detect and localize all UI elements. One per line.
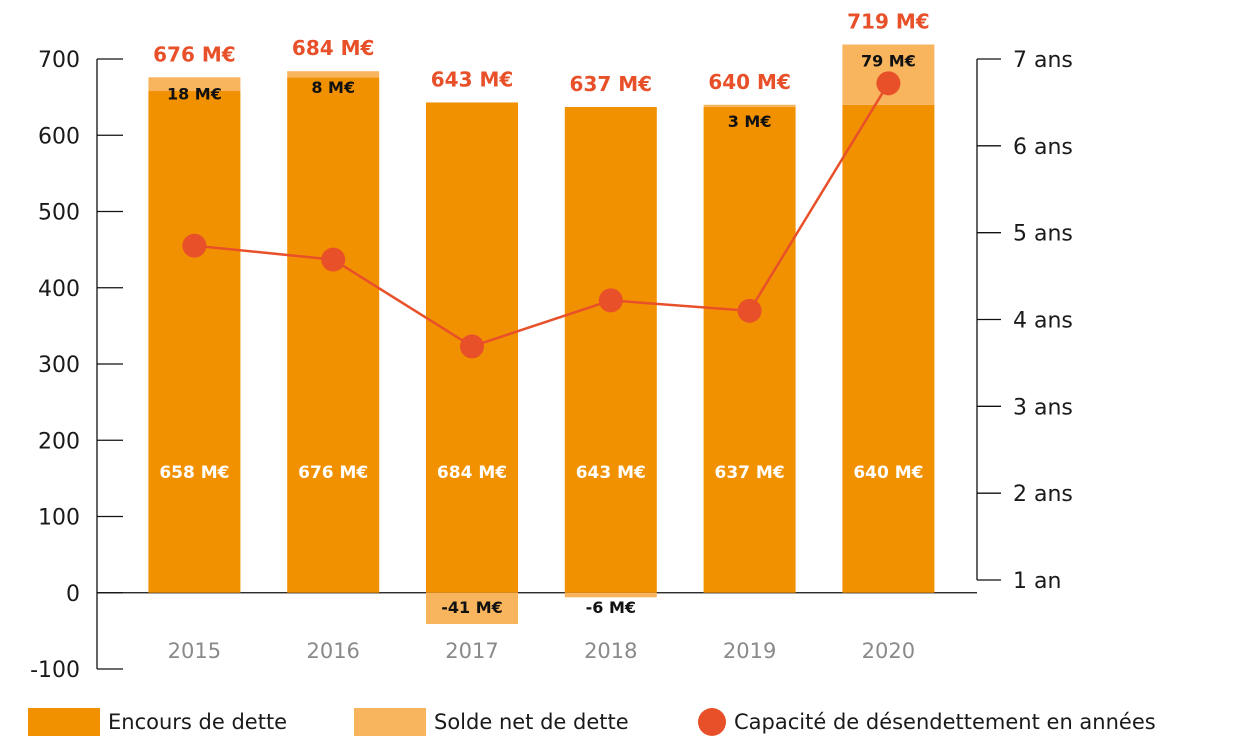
bar-solde-2018	[564, 592, 657, 598]
x-tick-label-2016: 2016	[306, 639, 359, 663]
capacity-line	[194, 82, 890, 348]
legend-label-solde: Solde net de dette	[434, 710, 629, 734]
encours-label-2019: 637 M€	[715, 463, 785, 483]
legend-dot-capacite	[698, 708, 726, 736]
capacity-point-2015	[182, 233, 207, 258]
x-tick-label-2020: 2020	[862, 639, 915, 663]
capacity-point-2016	[321, 247, 346, 272]
legend-swatch-encours	[28, 708, 100, 736]
left-tick-label: 500	[38, 201, 80, 226]
legend-swatch-solde	[354, 708, 426, 736]
left-tick-label: 200	[38, 429, 80, 454]
bar-solde-2019	[703, 104, 796, 108]
total-label-2018: 637 M€	[570, 72, 653, 96]
right-tick-label: 4 ans	[1013, 309, 1073, 334]
solde-label-2018: -6 M€	[586, 598, 636, 617]
legend: Encours de dette Solde net de dette Capa…	[0, 700, 1234, 738]
right-tick-label: 5 ans	[1013, 222, 1073, 247]
bar-encours-2016	[287, 77, 380, 593]
capacity-point-2020	[876, 71, 901, 96]
total-label-2020: 719 M€	[847, 10, 930, 34]
right-tick-label: 6 ans	[1013, 135, 1073, 160]
bar-encours-2019	[703, 107, 796, 593]
capacity-point-2018	[598, 288, 623, 313]
bar-solde-2017	[426, 592, 518, 625]
solde-label-2020: 79 M€	[861, 52, 916, 71]
encours-label-2016: 676 M€	[298, 463, 368, 483]
bar-encours-2018	[564, 107, 657, 593]
right-tick-label: 1 an	[1013, 569, 1061, 594]
legend-item-solde: Solde net de dette	[354, 708, 629, 736]
encours-label-2015: 658 M€	[159, 463, 229, 483]
total-label-2017: 643 M€	[431, 67, 514, 91]
bar-solde-2016	[287, 71, 380, 78]
capacity-point-2019	[737, 298, 762, 323]
solde-label-2015: 18 M€	[167, 84, 222, 103]
x-tick-label-2019: 2019	[723, 639, 776, 663]
solde-label-2019: 3 M€	[728, 112, 772, 131]
bar-encours-2015	[148, 91, 241, 593]
legend-label-encours: Encours de dette	[108, 710, 288, 734]
bars	[148, 44, 935, 625]
left-tick-label: 700	[38, 48, 80, 73]
left-tick-label: 300	[38, 353, 80, 378]
bar-encours-2020	[842, 104, 935, 593]
legend-item-capacite: Capacité de désendettement en années	[698, 708, 1156, 736]
total-label-2016: 684 M€	[292, 36, 375, 60]
encours-label-2018: 643 M€	[576, 463, 646, 483]
left-tick-label: -100	[30, 658, 80, 683]
solde-label-2017: -41 M€	[441, 598, 503, 617]
total-label-2015: 676 M€	[153, 42, 236, 66]
left-tick-label: 0	[66, 582, 80, 607]
left-tick-label: 600	[38, 124, 80, 149]
encours-label-2017: 684 M€	[437, 463, 507, 483]
total-label-2019: 640 M€	[708, 70, 791, 94]
axes: 700 600 500 400 300 200 100 0 -100 7 ans 6 ans 5 an…	[30, 48, 1073, 683]
right-tick-label: 3 ans	[1013, 395, 1073, 420]
legend-item-encours: Encours de dette	[28, 708, 287, 736]
x-tick-label-2017: 2017	[445, 639, 498, 663]
right-tick-label: 2 ans	[1013, 482, 1073, 507]
x-tick-label-2015: 2015	[168, 639, 221, 663]
data-labels: 2015 658 M€ 18 M€ 676 M€ 2016 676 M€ 8 M€ 684 M…	[153, 10, 930, 663]
solde-label-2016: 8 M€	[311, 78, 355, 97]
bar-solde-2015	[148, 77, 241, 92]
right-tick-label: 7 ans	[1013, 48, 1073, 73]
encours-label-2020: 640 M€	[853, 463, 923, 483]
chart: 700 600 500 400 300 200 100 0 -100 7 ans 6 ans 5 an…	[30, 10, 1073, 683]
x-tick-label-2018: 2018	[584, 639, 637, 663]
capacity-point-2017	[460, 334, 484, 359]
capacity-line-group	[182, 71, 901, 359]
left-tick-label: 400	[38, 277, 80, 302]
legend-label-capacite: Capacité de désendettement en années	[734, 710, 1156, 734]
left-tick-label: 100	[38, 506, 80, 531]
